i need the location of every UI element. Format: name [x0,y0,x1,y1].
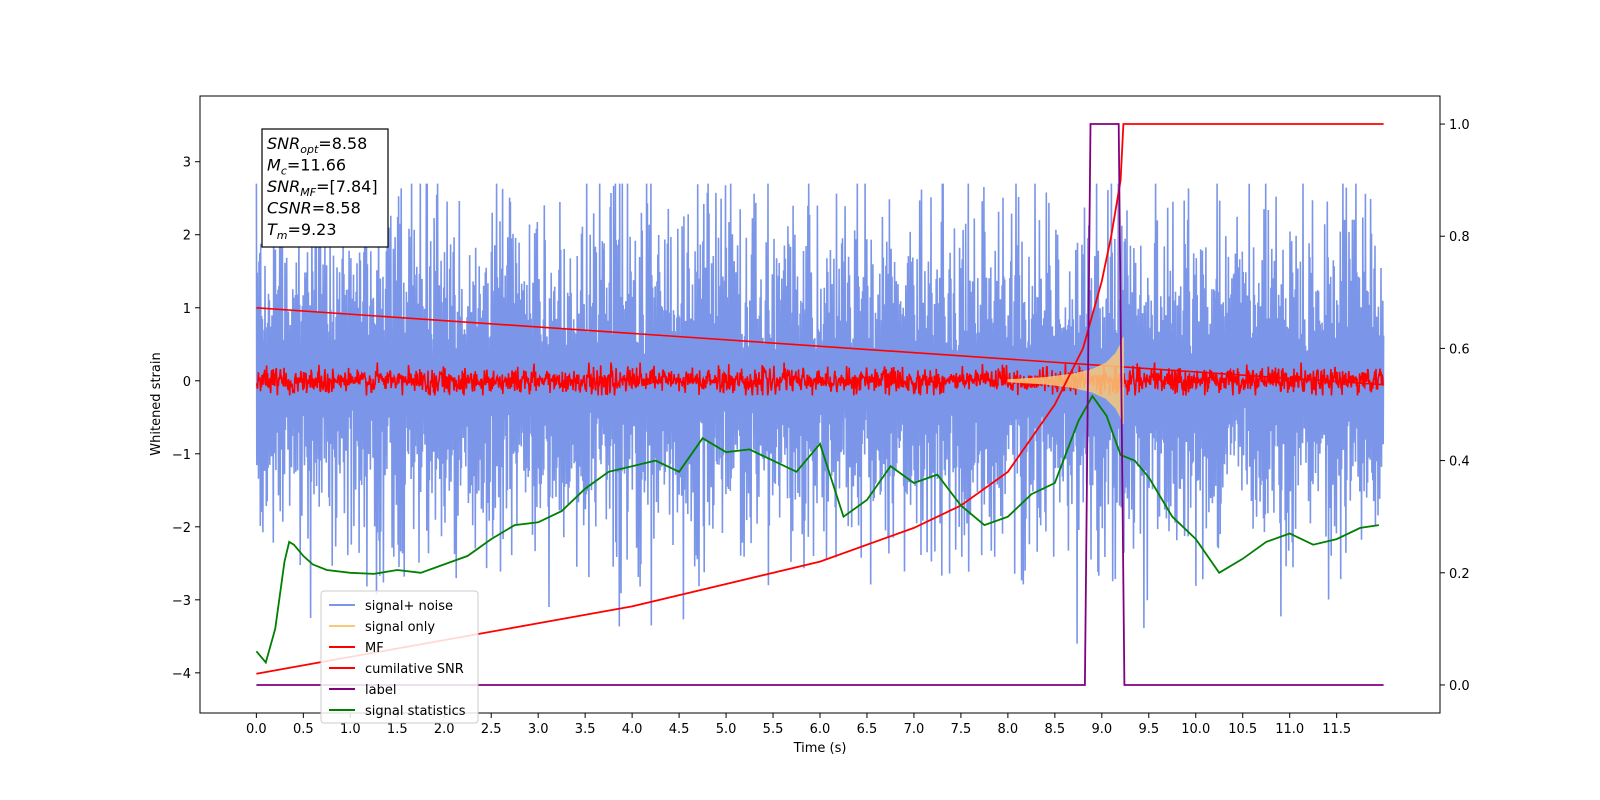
y2-tick-label: 0.0 [1449,679,1470,694]
x-tick-label: 2.5 [481,722,502,737]
y2-axis-ticks: 1.0 0.8 0.6 0.4 0.2 0.0 [1440,118,1470,694]
x-tick-label: 9.5 [1138,722,1159,737]
x-axis-label: Time (s) [793,741,847,756]
info-box-frame [261,128,389,248]
y2-tick-label: 1.0 [1449,118,1470,133]
series-signal-only-line [1007,336,1124,425]
x-tick-label: 9.0 [1091,722,1112,737]
x-tick-label: 0.5 [293,722,314,737]
y2-tick-label: 0.4 [1449,455,1470,470]
y-tick-label: 2 [183,229,191,244]
series-signal-statistics-line [255,394,1380,665]
legend-label: MF [365,641,384,656]
legend-label: signal statistics [365,704,466,719]
x-tick-label: 5.0 [716,722,737,737]
x-tick-label: 8.0 [998,722,1019,737]
x-tick-label: 4.0 [622,722,643,737]
series-cumulative-snr-line [256,123,1384,675]
info-line: SNRopt=8.58 [267,134,367,156]
y-axis-label: Whitened strain [149,352,164,455]
x-tick-label: 10.5 [1228,722,1257,737]
x-tick-label: 10.0 [1181,722,1210,737]
info-line: SNRMF=[7.84] [267,177,378,199]
y-tick-label: −4 [172,667,191,682]
x-tick-label: 0.0 [246,722,267,737]
x-tick-label: 8.5 [1045,722,1066,737]
legend-frame [320,590,479,724]
x-axis-ticks: 0.0 0.5 1.0 1.5 2.0 2.5 3.0 3.5 4.0 4.5 5.0 5.5 6.0 6… [246,713,1351,737]
x-tick-label: 5.5 [763,722,784,737]
info-line: Mc=11.66 [267,156,346,178]
x-tick-label: 6.5 [857,722,878,737]
x-tick-label: 4.5 [669,722,690,737]
x-tick-label: 6.0 [810,722,831,737]
x-tick-label: 11.5 [1322,722,1351,737]
x-tick-label: 1.5 [387,722,408,737]
plot-area [255,123,1385,686]
legend: signal+ noise signal only MF cumilative SNR… [320,590,479,724]
info-line: Tm=9.23 [267,220,337,242]
info-line: CSNR=8.58 [267,199,361,218]
y2-tick-label: 0.8 [1449,230,1470,245]
series-label-line [256,123,1384,686]
x-tick-label: 1.0 [340,722,361,737]
x-tick-label: 2.0 [434,722,455,737]
y-tick-label: −1 [172,448,191,463]
series-signal-noise-line [255,183,1385,644]
legend-label: cumilative SNR [365,662,464,677]
x-tick-label: 11.0 [1275,722,1304,737]
x-tick-label: 7.5 [951,722,972,737]
y-tick-label: −2 [172,521,191,536]
legend-label: label [365,683,396,698]
y-tick-label: 3 [183,156,191,171]
x-tick-label: 3.5 [575,722,596,737]
series-mf-line [256,307,1384,396]
y-tick-label: 1 [183,302,191,317]
legend-label: signal+ noise [365,599,453,614]
y-axis-ticks: 3 2 1 0 −1 −2 −3 −4 [172,156,200,682]
y2-tick-label: 0.6 [1449,342,1470,357]
y2-tick-label: 0.2 [1449,567,1470,582]
y-tick-label: 0 [183,375,191,390]
x-tick-label: 3.0 [528,722,549,737]
y-tick-label: −3 [172,594,191,609]
legend-label: signal only [365,620,435,635]
info-annotation-box: SNRopt=8.58Mc=11.66SNRMF=[7.84]CSNR=8.58… [261,128,389,248]
x-tick-label: 7.0 [904,722,925,737]
